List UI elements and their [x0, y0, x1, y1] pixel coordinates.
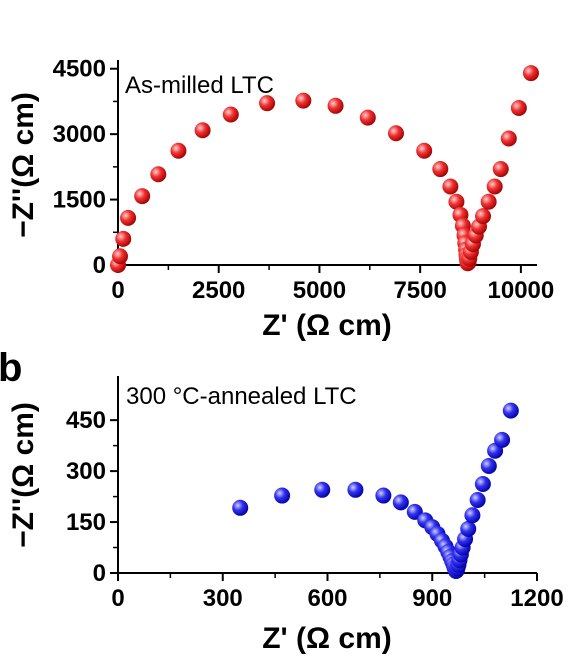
series-annotation: 300 °C-annealed LTC: [126, 383, 357, 410]
data-point: [115, 230, 132, 247]
data-point: [486, 178, 503, 195]
y-tick-label: 1500: [53, 187, 106, 214]
data-point: [392, 494, 409, 511]
data-point: [387, 125, 404, 142]
panel-a-chart: 0 2500 5000 7500 10000 0 1500 3000 4500 Z' (Ω cm)…: [7, 56, 554, 342]
x-tick-label: 2500: [192, 277, 245, 304]
y-tick-label: 0: [93, 252, 106, 279]
data-point: [416, 142, 433, 159]
data-point: [522, 65, 539, 82]
data-point: [460, 520, 477, 537]
y-tick-label: 4500: [53, 56, 106, 83]
x-tick-label: 900: [412, 585, 452, 612]
y-tick-label: 150: [66, 509, 106, 536]
data-point: [150, 166, 167, 183]
panel-b-chart: 0 300 600 900 1200 0 150 300 450 Z' (Ω cm) −Z''(Ω …: [0, 346, 564, 655]
data-point: [232, 499, 249, 516]
data-point: [464, 507, 481, 524]
data-point: [170, 142, 187, 159]
data-series: [232, 402, 519, 579]
x-tick-label: 5000: [293, 277, 346, 304]
x-tick-label: 300: [203, 585, 243, 612]
data-point: [475, 208, 492, 225]
y-axis-label: −Z''(Ω cm): [7, 92, 40, 238]
data-point: [120, 209, 137, 226]
data-point: [112, 248, 129, 265]
data-point: [502, 402, 519, 419]
x-axis-label: Z' (Ω cm): [262, 622, 392, 655]
x-tick-label: 1200: [510, 585, 563, 612]
data-point: [375, 487, 392, 504]
x-tick-label: 0: [111, 585, 124, 612]
data-series: [110, 65, 539, 273]
data-point: [469, 491, 486, 508]
data-point: [347, 481, 364, 498]
data-point: [295, 92, 312, 109]
data-point: [194, 122, 211, 139]
x-tick-label: 600: [307, 585, 347, 612]
data-point: [480, 458, 497, 475]
data-point: [500, 130, 517, 147]
y-tick-label: 300: [66, 458, 106, 485]
x-tick-label: 10000: [488, 277, 555, 304]
x-tick-label: 7500: [393, 277, 446, 304]
data-point: [442, 178, 459, 195]
series-annotation: As-milled LTC: [125, 72, 274, 99]
x-tick-label: 0: [111, 277, 124, 304]
y-tick-label: 450: [66, 407, 106, 434]
data-point: [327, 97, 344, 114]
x-axis-label: Z' (Ω cm): [262, 309, 392, 342]
data-point: [432, 161, 449, 178]
data-point: [314, 481, 331, 498]
data-point: [474, 476, 491, 493]
data-point: [274, 487, 291, 504]
data-point: [259, 95, 276, 112]
y-tick-label: 0: [93, 560, 106, 587]
data-point: [134, 188, 151, 205]
data-point: [480, 193, 497, 210]
panel-letter: b: [0, 346, 22, 390]
y-tick-label: 3000: [53, 121, 106, 148]
data-point: [359, 109, 376, 126]
y-axis-label: −Z''(Ω cm): [7, 402, 40, 548]
data-point: [222, 106, 239, 123]
data-point: [492, 161, 509, 178]
data-point: [494, 431, 511, 448]
data-point: [448, 193, 465, 210]
data-point: [510, 99, 527, 116]
